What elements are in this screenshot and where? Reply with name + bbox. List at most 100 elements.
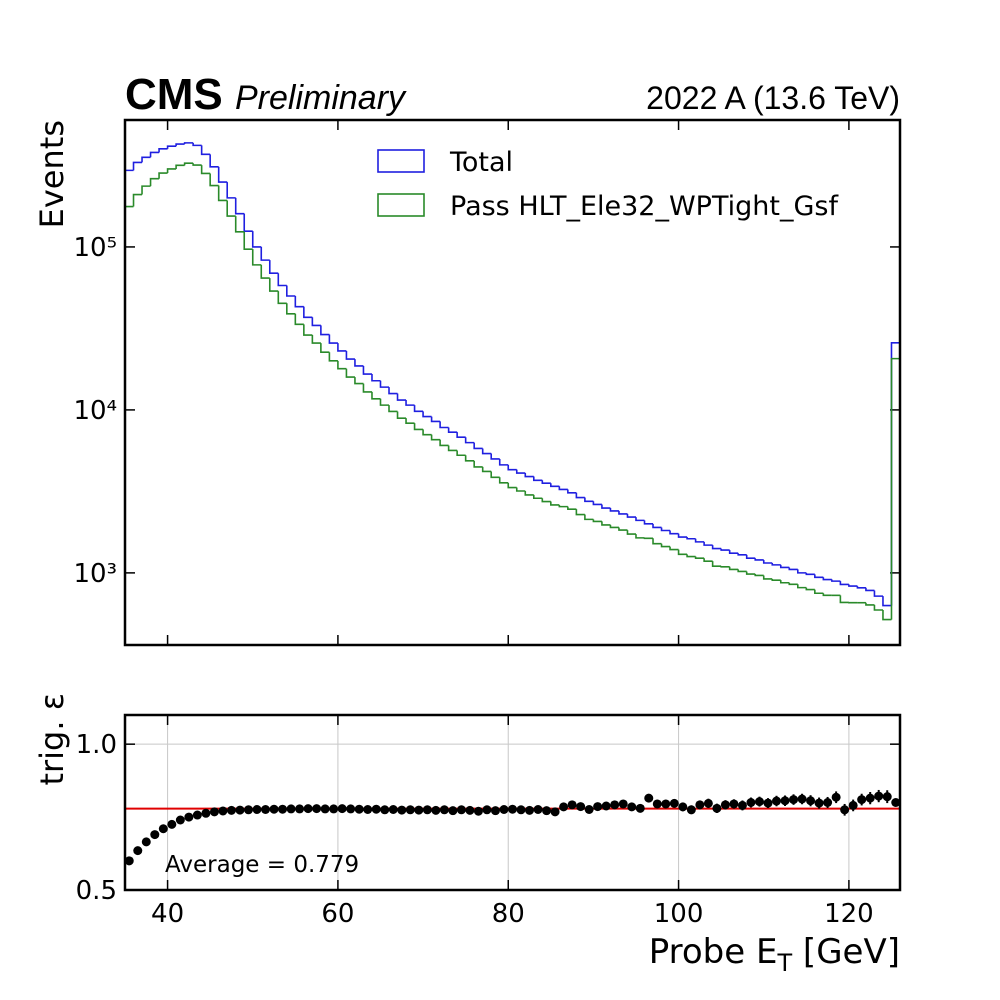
histogram-step — [618, 510, 628, 515]
histogram-step — [209, 154, 219, 168]
histogram-step — [592, 519, 602, 523]
histogram-step — [217, 166, 228, 183]
histogram-step — [311, 335, 321, 344]
histogram-step — [626, 513, 636, 518]
histogram-step — [303, 306, 313, 319]
histogram-step — [243, 231, 253, 250]
histogram-step — [422, 429, 432, 436]
histogram-step — [822, 577, 832, 581]
histogram-step — [456, 450, 466, 457]
histogram-step — [592, 501, 602, 506]
histogram-step — [362, 383, 372, 393]
data-point — [218, 806, 228, 816]
histogram-step — [626, 530, 636, 535]
data-point — [865, 793, 875, 803]
x-axis-label-part: Probe E — [649, 932, 778, 972]
data-point — [763, 798, 773, 808]
histogram-step — [371, 391, 381, 400]
histogram-step — [532, 476, 543, 482]
histogram-step — [490, 453, 500, 460]
data-point — [448, 806, 458, 816]
plot-frame — [123, 713, 902, 892]
histogram-step — [669, 530, 679, 535]
histogram-step — [652, 538, 662, 545]
histogram-step — [379, 380, 390, 388]
x-axis-label: Probe ET [GeV] — [649, 932, 900, 977]
data-point — [635, 803, 645, 813]
data-point — [584, 805, 594, 814]
histogram-step — [567, 506, 577, 510]
data-point — [703, 798, 713, 808]
histogram-step — [217, 185, 228, 202]
histogram-step — [507, 482, 517, 489]
y-tick-label: 0.5 — [76, 876, 117, 906]
histogram-step — [388, 405, 398, 413]
histogram-step — [192, 142, 202, 147]
histogram-step — [882, 609, 892, 621]
data-point — [431, 805, 441, 815]
histogram-step — [396, 411, 407, 419]
histogram-step — [473, 442, 483, 450]
x-axis-label-subscript: T — [776, 949, 792, 977]
data-point — [482, 805, 492, 815]
histogram-step — [345, 350, 355, 360]
histogram-step — [158, 148, 168, 153]
histogram-step — [797, 584, 807, 589]
data-point — [508, 804, 517, 814]
histogram-step — [788, 582, 798, 586]
histogram-step — [422, 411, 432, 418]
histogram-step — [635, 534, 645, 539]
data-point — [840, 805, 850, 815]
data-point — [150, 830, 160, 840]
data-point — [337, 804, 347, 814]
y-tick-label: 10⁵ — [73, 233, 117, 263]
histogram-step — [660, 543, 671, 548]
data-point — [278, 804, 288, 814]
data-point — [737, 800, 747, 810]
histogram-step — [575, 492, 585, 499]
histogram-step — [720, 565, 730, 568]
histogram-step — [703, 558, 713, 562]
data-point — [780, 796, 790, 806]
histogram-step — [754, 574, 764, 577]
data-point — [831, 792, 841, 802]
histogram-step — [141, 156, 151, 163]
histogram-step — [558, 486, 568, 491]
histogram-step — [490, 471, 500, 479]
histogram-step — [226, 182, 236, 199]
histogram-step — [260, 264, 270, 279]
status-label: Preliminary — [235, 79, 407, 117]
histogram-step — [337, 343, 347, 352]
histogram-step — [779, 564, 790, 569]
histogram-step — [430, 416, 441, 423]
data-point — [346, 804, 356, 814]
data-point — [729, 799, 739, 809]
histogram-step — [286, 303, 296, 315]
histogram-step — [762, 559, 773, 564]
data-point — [891, 798, 901, 807]
data-point — [133, 846, 143, 856]
histogram-step — [405, 400, 415, 406]
data-point — [627, 802, 637, 812]
histogram-step — [354, 359, 364, 367]
histogram-step — [226, 200, 236, 217]
histogram-step — [524, 491, 534, 496]
histogram-step — [183, 162, 194, 166]
histogram-step — [873, 604, 883, 611]
histogram-step — [234, 216, 245, 233]
histogram-step — [677, 549, 688, 556]
x-tick-label: 100 — [654, 899, 704, 929]
histogram-step — [720, 548, 730, 551]
histogram-step — [856, 586, 866, 589]
data-point — [720, 800, 730, 810]
histogram-step — [515, 487, 526, 492]
histogram-step — [865, 587, 875, 592]
data-point — [789, 795, 799, 805]
histogram-step — [609, 524, 619, 529]
histogram-step — [788, 567, 798, 571]
histogram-step — [839, 595, 849, 604]
data-point — [525, 805, 535, 815]
data-point — [559, 802, 569, 812]
y-tick-label: 10⁴ — [73, 396, 117, 426]
